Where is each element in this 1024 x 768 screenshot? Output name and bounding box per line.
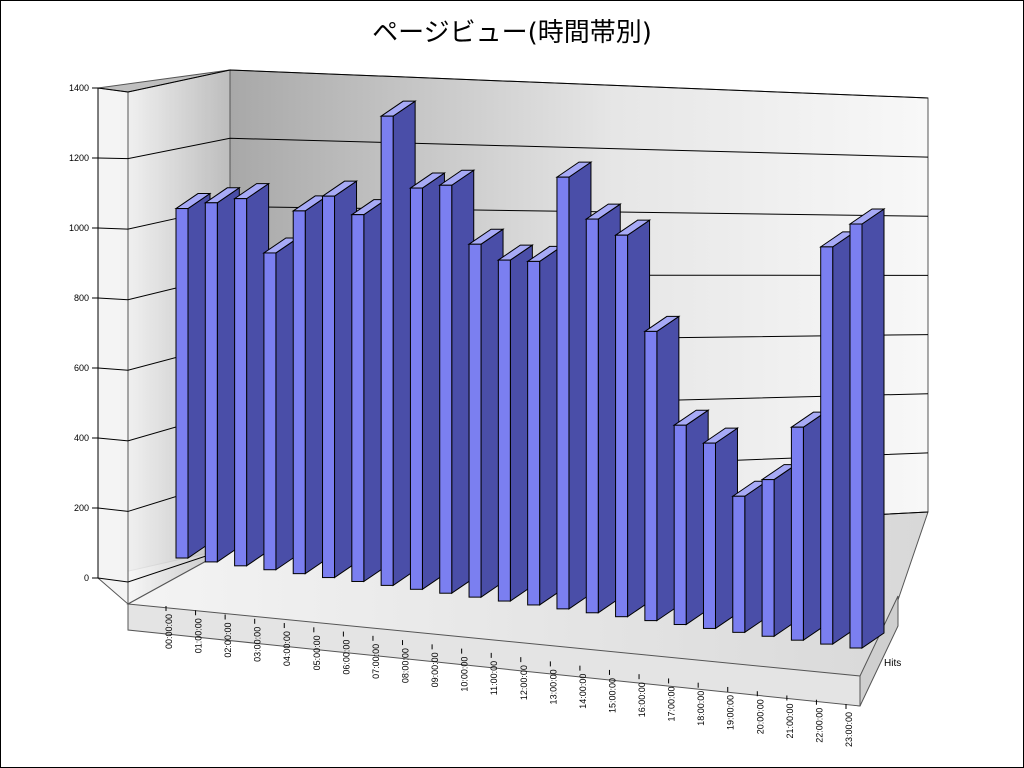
left-wall-face (97, 87, 129, 606)
x-tick-label: 22:00:00 (814, 708, 824, 743)
x-tick-label: 10:00:00 (460, 657, 470, 692)
bar (672, 409, 710, 626)
y-tick-label: 600 (74, 363, 89, 373)
bar-front (175, 208, 189, 559)
x-axis: 00:00:00 01:00:00 02:00:00 03:00:00 04:00:00… (164, 606, 854, 747)
bar (584, 203, 622, 614)
x-tick-label: 01:00:00 (194, 618, 204, 653)
bar-front (585, 218, 599, 614)
bar (291, 194, 329, 575)
bar (613, 219, 652, 618)
bar (203, 186, 241, 563)
x-tick-label: 15:00:00 (607, 678, 617, 713)
x-tick-label: 14:00:00 (578, 674, 588, 709)
bar-front (527, 260, 541, 606)
bar (760, 463, 798, 638)
bar-front (468, 243, 482, 598)
bar (789, 411, 828, 642)
x-tick-label: 08:00:00 (401, 648, 411, 683)
bar (262, 236, 300, 571)
bar-front (820, 246, 834, 645)
bar (701, 427, 740, 630)
y-tick-label: 400 (74, 433, 89, 443)
x-tick-label: 03:00:00 (253, 627, 263, 662)
x-tick-label: 19:00:00 (726, 695, 736, 730)
x-tick-label: 23:00:00 (844, 712, 854, 747)
bar-front (380, 115, 394, 586)
x-tick-label: 05:00:00 (312, 635, 322, 670)
bar-front (790, 426, 804, 641)
x-tick-label: 17:00:00 (667, 686, 677, 721)
bar-front (292, 210, 306, 575)
bar (643, 315, 681, 622)
y-tick-label: 800 (74, 293, 89, 303)
x-tick-label: 06:00:00 (341, 640, 351, 675)
bar (438, 169, 476, 595)
x-tick-label: 13:00:00 (548, 669, 558, 704)
x-tick-label: 07:00:00 (371, 644, 381, 679)
bar-front (263, 252, 277, 571)
bar (526, 245, 564, 606)
y-tick-label: 0 (84, 573, 89, 583)
x-tick-label: 12:00:00 (519, 665, 529, 700)
bar-front (644, 330, 658, 622)
x-tick-label: 09:00:00 (430, 652, 440, 687)
bar-series (174, 100, 886, 649)
bar (848, 208, 886, 649)
series-label: Hits (884, 658, 901, 669)
bar-front (849, 223, 863, 649)
x-tick-label: 21:00:00 (785, 703, 795, 738)
y-tick-label: 200 (74, 503, 89, 513)
bar-front (761, 479, 775, 637)
bar-front (204, 202, 218, 563)
bar-front (322, 195, 336, 579)
x-tick-label: 20:00:00 (755, 699, 765, 734)
bar-front (732, 495, 746, 633)
x-tick-label: 11:00:00 (489, 661, 499, 695)
bar (379, 100, 417, 587)
y-axis: 0 200 400 600 800 1000 1200 1400 (69, 83, 99, 583)
bar-side (861, 208, 885, 649)
bar-front (234, 198, 248, 567)
bar (320, 180, 359, 579)
bar (350, 198, 388, 583)
bar-front (615, 234, 629, 618)
bar (408, 172, 447, 591)
bar-front (409, 187, 423, 590)
bar (496, 244, 534, 602)
x-tick-label: 02:00:00 (223, 623, 233, 658)
x-tick-label: 18:00:00 (696, 691, 706, 726)
y-tick-label: 1200 (69, 153, 89, 163)
bar-front (351, 214, 365, 582)
y-gridline (97, 137, 929, 160)
y-tick-label: 1400 (69, 83, 89, 93)
bar (467, 228, 505, 599)
chart-title: ページビュー(時間帯別) (372, 18, 652, 48)
bar-front (439, 184, 453, 594)
y-tick-label: 1000 (69, 223, 89, 233)
floor-side-edge (859, 595, 899, 707)
bar-front (702, 442, 716, 629)
bar (819, 230, 857, 646)
y-gridline (97, 69, 929, 99)
bar-front (556, 176, 570, 610)
x-tick-label: 04:00:00 (282, 631, 292, 666)
bar-front (497, 259, 511, 602)
x-tick-label: 16:00:00 (637, 682, 647, 717)
x-tick-label: 00:00:00 (164, 614, 174, 649)
bar-front (673, 424, 687, 626)
